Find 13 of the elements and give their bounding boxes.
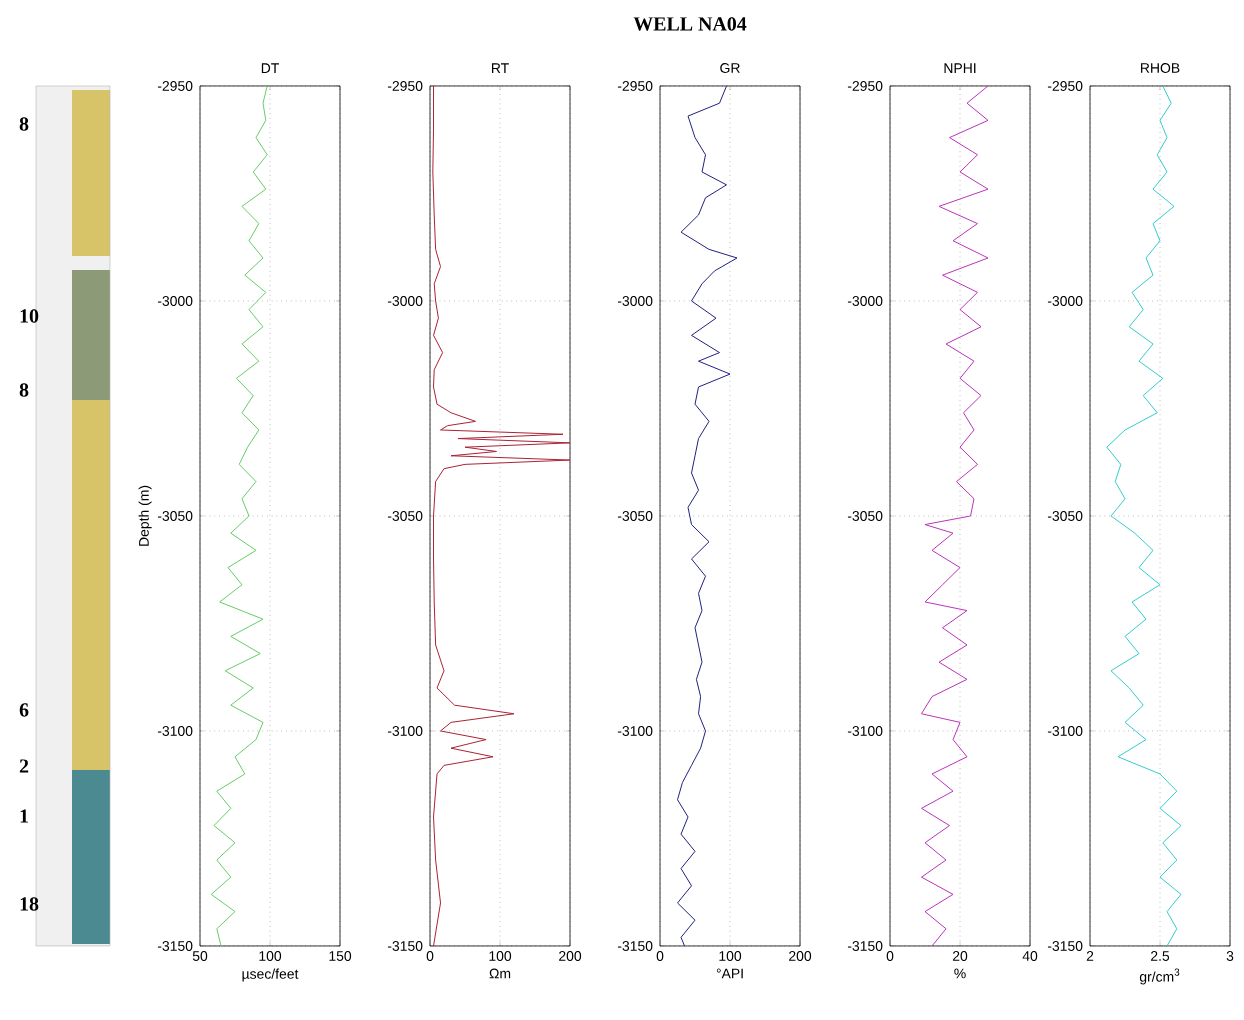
line-series bbox=[921, 85, 989, 946]
line-series bbox=[1106, 85, 1182, 946]
text: 1 bbox=[20, 809, 28, 823]
text: 8 bbox=[19, 383, 29, 397]
line-series bbox=[677, 85, 738, 946]
text: 2 bbox=[19, 759, 29, 773]
text: 6 bbox=[19, 703, 29, 717]
text: 8 bbox=[19, 117, 29, 131]
line-series bbox=[210, 85, 268, 946]
text: WELL NA04 bbox=[633, 17, 747, 31]
line-series bbox=[432, 85, 571, 946]
text: 18 bbox=[20, 897, 39, 911]
text: 10 bbox=[20, 309, 39, 323]
